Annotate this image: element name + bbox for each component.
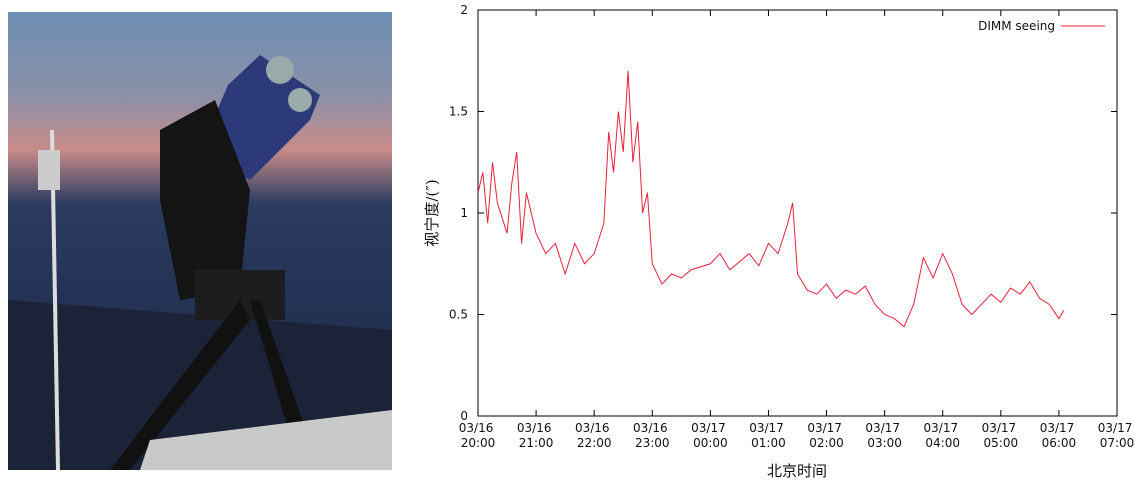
telescope-photo <box>8 12 392 471</box>
y-tick-label: 2 <box>460 3 468 17</box>
x-tick-label: 03/16 23:00 <box>633 421 671 450</box>
x-tick-label: 03/17 04:00 <box>924 421 962 450</box>
x-tick-label: 03/17 07:00 <box>1098 421 1136 450</box>
x-tick-label: 03/16 20:00 <box>459 421 497 450</box>
data-line <box>477 70 1065 328</box>
x-tick-label: 03/16 21:00 <box>517 421 555 450</box>
y-tick-label: 1.5 <box>449 105 468 119</box>
y-tick-label: 0 <box>460 409 468 423</box>
y-tick-label: 1 <box>460 206 468 220</box>
x-tick-label: 03/17 02:00 <box>807 421 845 450</box>
x-tick-label: 03/17 03:00 <box>865 421 903 450</box>
x-tick-label: 03/17 06:00 <box>1040 421 1078 450</box>
y-tick-label: 0.5 <box>449 308 468 322</box>
plot-frame <box>477 9 1118 417</box>
x-tick-label: 03/17 00:00 <box>691 421 729 450</box>
legend-label: DIMM seeing <box>978 19 1055 33</box>
y-axis-label: 视宁度/(″) <box>423 179 441 246</box>
x-tick-label: 03/17 05:00 <box>982 421 1020 450</box>
x-axis-label: 北京时间 <box>767 462 827 480</box>
x-tick-label: 03/17 01:00 <box>749 421 787 450</box>
x-tick-label: 03/16 22:00 <box>575 421 613 450</box>
